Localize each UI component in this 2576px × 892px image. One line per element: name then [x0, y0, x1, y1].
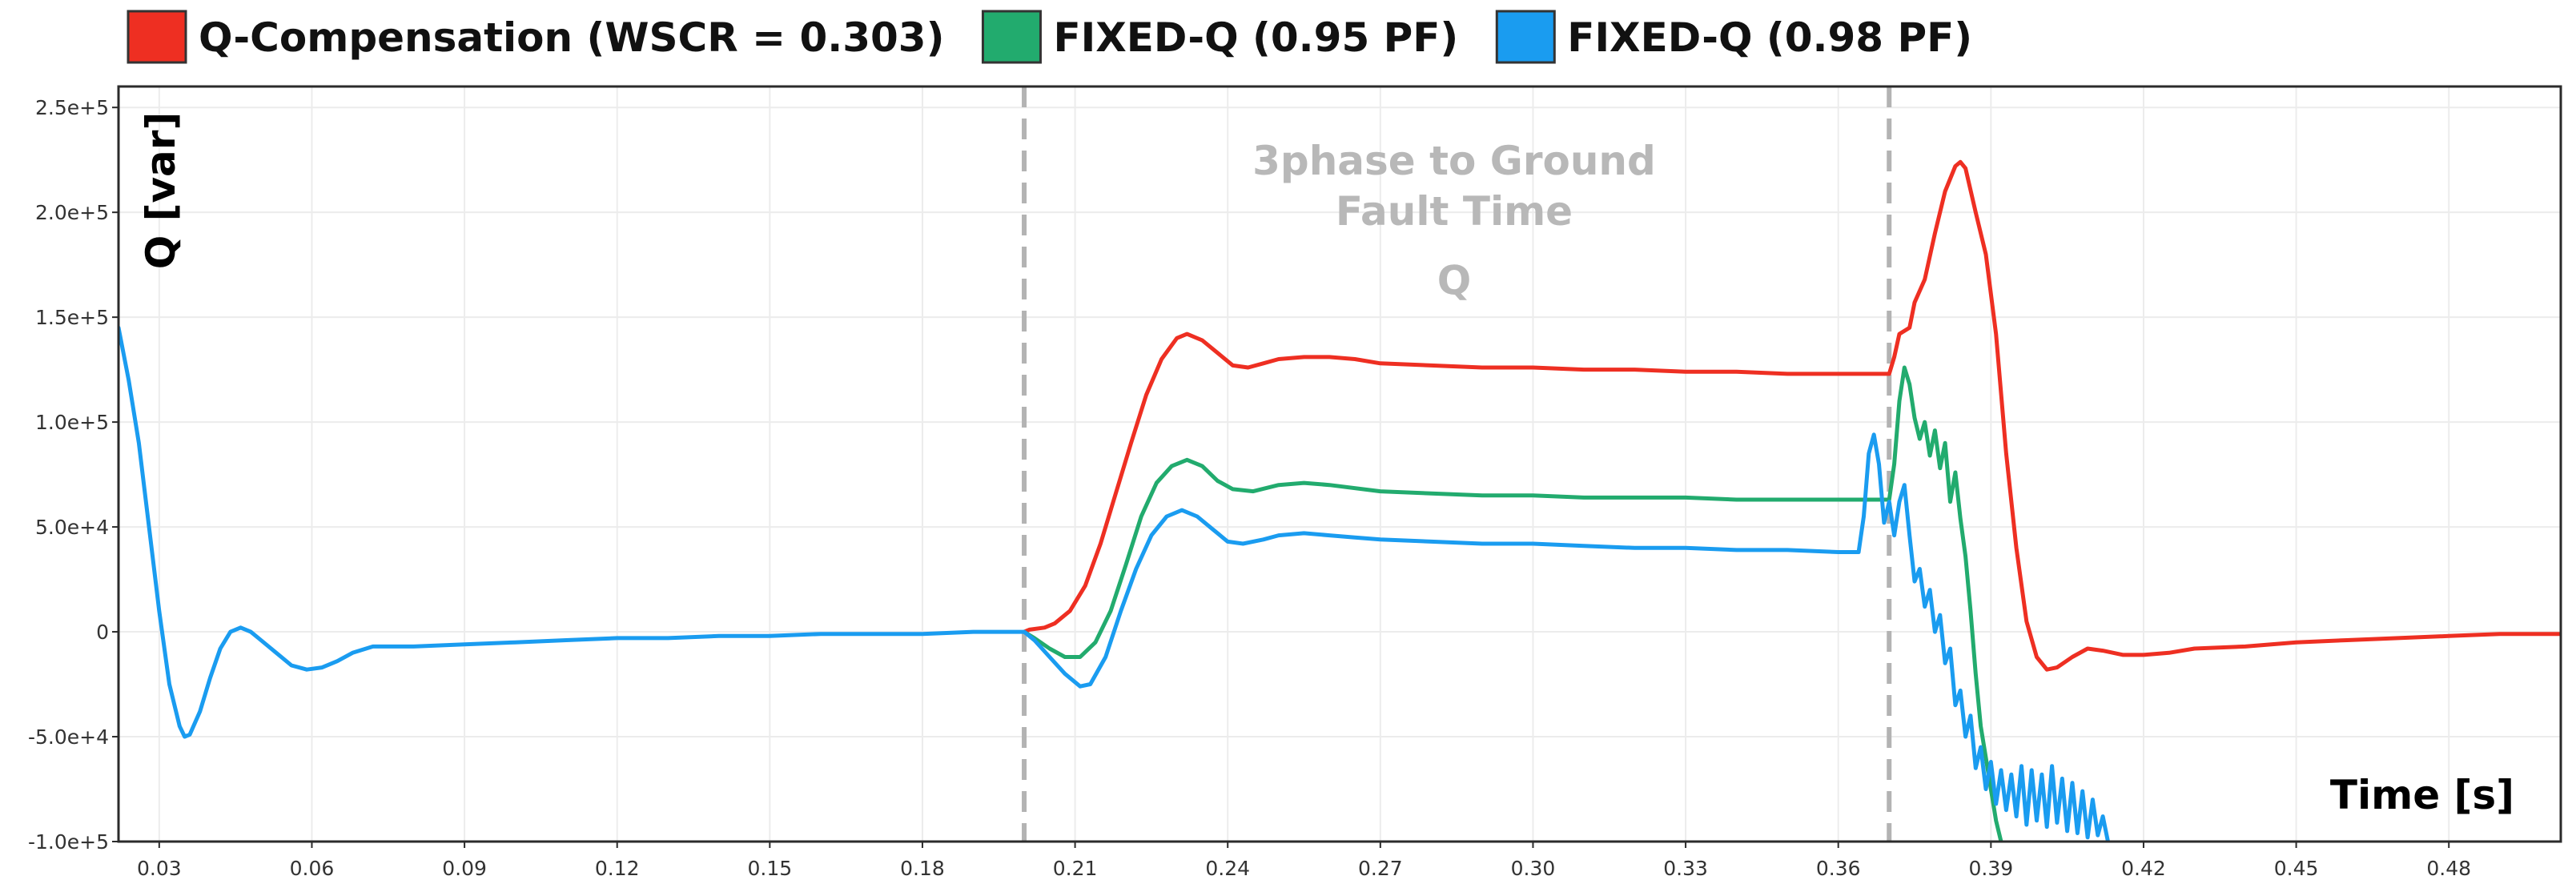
- fault-markers: [1022, 86, 1892, 842]
- x-tick-label: 0.30: [1511, 857, 1556, 880]
- y-tick-label: 1.5e+5: [35, 306, 109, 329]
- legend-swatch-3: [1495, 10, 1556, 64]
- x-tick-label: 0.03: [137, 857, 182, 880]
- x-axis-title: Time [s]: [2330, 772, 2514, 818]
- x-tick-label: 0.06: [290, 857, 335, 880]
- x-tick-label: 0.21: [1053, 857, 1098, 880]
- annotation-line-1: 3phase to Ground: [1252, 138, 1656, 184]
- y-tick-label: 0: [96, 621, 109, 644]
- y-tick-label: 2.5e+5: [35, 96, 109, 119]
- series-lines: [119, 159, 2561, 842]
- x-tick-label: 0.09: [442, 857, 487, 880]
- x-tick-label: 0.27: [1358, 857, 1403, 880]
- x-tick-label: 0.33: [1663, 857, 1708, 880]
- legend-swatch-2: [981, 10, 1042, 64]
- x-tick-label: 0.39: [1968, 857, 2013, 880]
- x-tick-label: 0.12: [595, 857, 640, 880]
- series-line-1: [1022, 159, 2561, 672]
- y-tick-label: 1.0e+5: [35, 411, 109, 434]
- y-axis-title: Q [var]: [138, 112, 184, 270]
- y-tick-label: -5.0e+4: [28, 725, 109, 749]
- legend-label-2: FIXED-Q (0.95 PF): [1053, 14, 1458, 61]
- x-tick-label: 0.24: [1205, 857, 1250, 880]
- x-tick-label: 0.42: [2121, 857, 2166, 880]
- legend-label-1: Q-Compensation (WSCR = 0.303): [199, 14, 944, 61]
- x-tick-label: 0.15: [747, 857, 792, 880]
- legend: Q-Compensation (WSCR = 0.303) FIXED-Q (0.…: [127, 10, 1972, 64]
- plot-area-border: [117, 85, 2562, 843]
- grid: [119, 86, 2561, 842]
- x-tick-label: 0.36: [1816, 857, 1861, 880]
- y-tick-label: 5.0e+4: [35, 516, 109, 539]
- y-tick-label: -1.0e+5: [28, 830, 109, 854]
- legend-swatch-1: [127, 10, 187, 64]
- y-tick-label: 2.0e+5: [35, 201, 109, 224]
- x-tick-label: 0.45: [2274, 857, 2319, 880]
- annotation-line-2: Fault Time: [1336, 188, 1573, 235]
- y-axis: -1.0e+5 -5.0e+4 0 5.0e+4 1.0e+5 1.5e+5 2.0e+5 2…: [28, 96, 119, 854]
- annotation-sub: Q: [1437, 257, 1472, 303]
- legend-label-3: FIXED-Q (0.98 PF): [1567, 14, 1972, 61]
- series-line-2: [1022, 365, 2003, 842]
- x-tick-label: 0.48: [2426, 857, 2471, 880]
- x-tick-label: 0.18: [900, 857, 945, 880]
- x-axis: 0.03 0.06 0.09 0.12 0.15 0.18 0.21 0.24 0.27 0.30…: [137, 842, 2471, 880]
- series-line-3: [119, 325, 2110, 842]
